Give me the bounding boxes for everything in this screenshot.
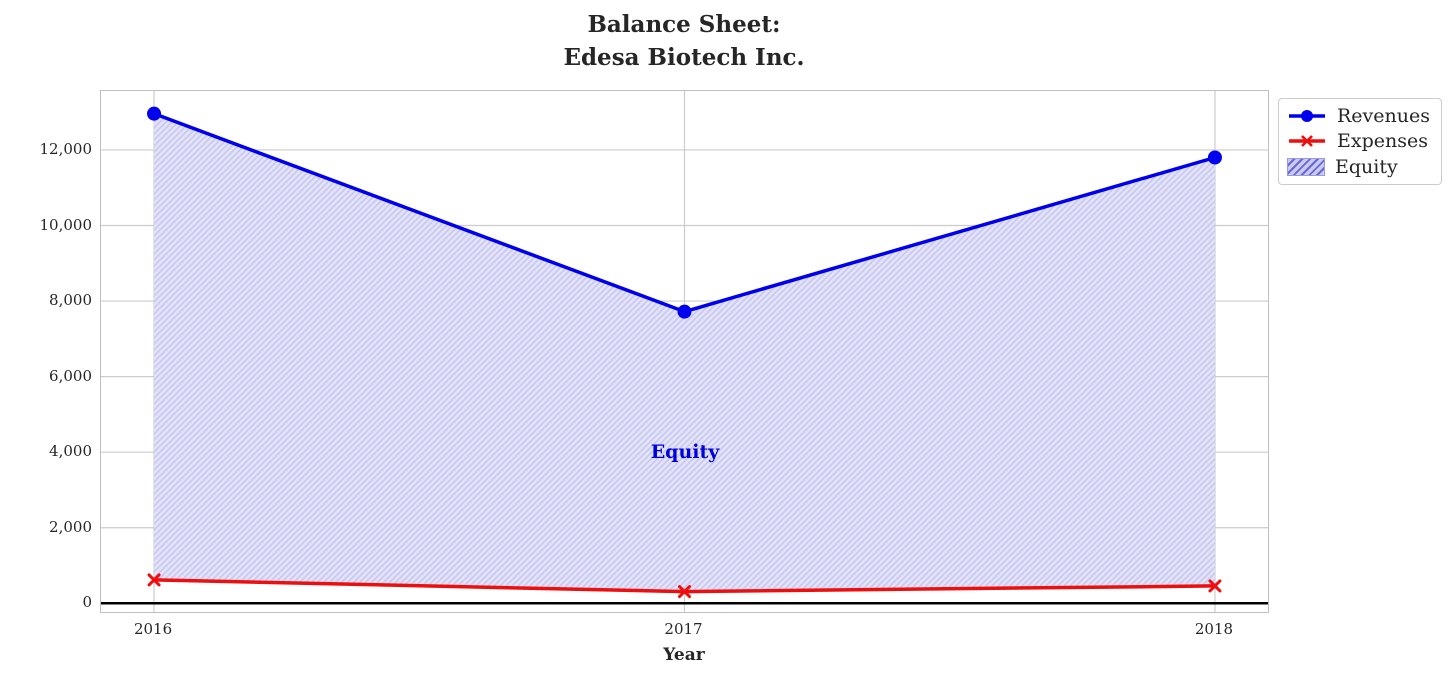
equity-patch-icon <box>1287 158 1325 177</box>
legend-label-expenses: Expenses <box>1337 130 1428 153</box>
x-tick-label: 2018 <box>1194 620 1234 638</box>
x-axis-label: Year <box>663 645 705 665</box>
plot-area: Equity <box>100 90 1269 613</box>
y-tick-label: 2,000 <box>49 517 92 536</box>
legend-item-expenses: Expenses <box>1287 131 1433 151</box>
legend-item-equity: Equity <box>1287 157 1433 177</box>
y-tick-label: 10,000 <box>39 215 93 234</box>
x-tick-label: 2017 <box>664 620 703 638</box>
chart-title: Balance Sheet: Edesa Biotech Inc. <box>563 8 804 74</box>
legend-label-revenues: Revenues <box>1337 104 1430 127</box>
y-tick-label: 6,000 <box>49 366 92 385</box>
equity-annotation: Equity <box>650 441 720 463</box>
legend-label-equity: Equity <box>1335 156 1398 179</box>
y-tick-label: 4,000 <box>49 442 92 461</box>
y-tick-label: 0 <box>82 593 92 612</box>
chart-canvas <box>101 91 1268 612</box>
chart-title-line2: Edesa Biotech Inc. <box>563 44 805 71</box>
y-tick-label: 12,000 <box>39 139 93 158</box>
x-tick-label: 2016 <box>133 620 173 638</box>
y-tick-label: 8,000 <box>49 291 92 310</box>
legend: Revenues Expenses Equity <box>1278 98 1442 185</box>
legend-item-revenues: Revenues <box>1287 106 1433 126</box>
revenues-line-icon <box>1289 109 1325 122</box>
expenses-line-icon <box>1289 135 1325 148</box>
chart-title-line1: Balance Sheet: <box>587 11 781 38</box>
